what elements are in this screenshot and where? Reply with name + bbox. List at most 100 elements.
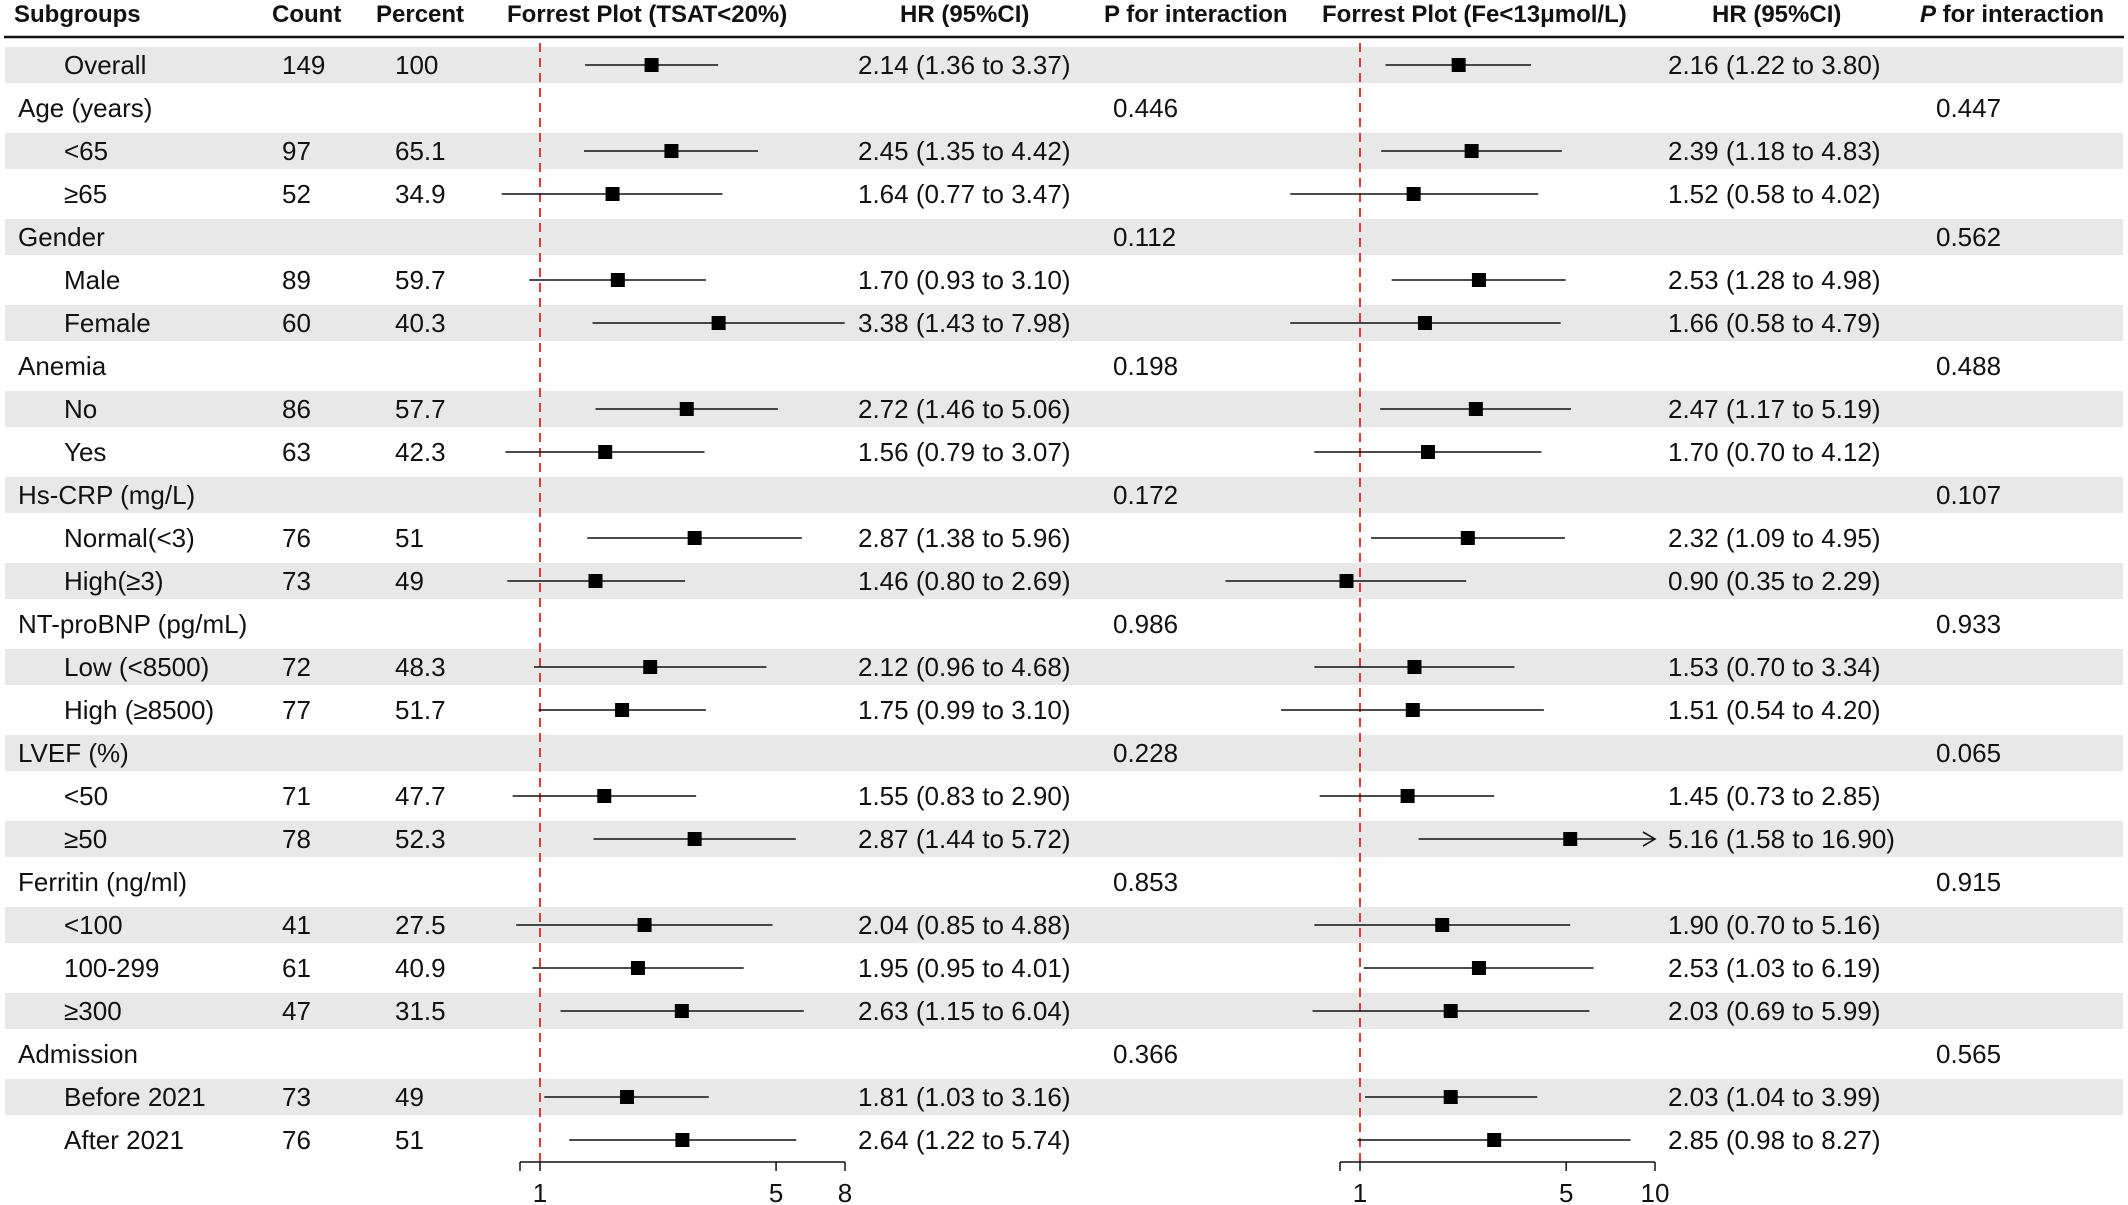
hr-point-fe — [1405, 703, 1420, 717]
p-interaction-tsat-cell: 0.446 — [1113, 93, 1179, 123]
subgroup-label: Female — [64, 308, 151, 338]
hr-tsat-cell: 2.12 (0.96 to 4.68) — [858, 652, 1071, 682]
p-interaction-tsat-cell: 0.366 — [1113, 1039, 1179, 1069]
hr-tsat-cell: 1.81 (1.03 to 3.16) — [858, 1082, 1071, 1112]
group-label: Hs-CRP (mg/L) — [18, 480, 196, 510]
percent-cell: 31.5 — [395, 996, 446, 1026]
hr-fe-cell: 1.53 (0.70 to 3.34) — [1668, 652, 1881, 682]
group-row: Admission 0.366 0.565 — [5, 1036, 2123, 1072]
group-row: LVEF (%) 0.228 0.065 — [5, 735, 2123, 771]
hr-tsat-cell: 1.56 (0.79 to 3.07) — [858, 437, 1071, 467]
hr-fe-cell: 2.16 (1.22 to 3.80) — [1668, 50, 1881, 80]
hr-point-fe — [1471, 961, 1486, 975]
table-row: Before 2021 73 49 1.81 (1.03 to 3.16) 2.03 (… — [5, 1079, 2123, 1115]
ci-arrow-fe — [1642, 831, 1657, 847]
x-tick-label-fe: 1 — [1353, 1178, 1367, 1205]
header-hr-fe: HR (95%CI) — [1712, 1, 1842, 28]
hr-fe-cell: 2.03 (1.04 to 3.99) — [1668, 1082, 1881, 1112]
hr-point-fe — [1400, 789, 1415, 803]
header-subgroups: Subgroups — [14, 1, 141, 28]
hr-point-fe — [1487, 1133, 1502, 1147]
percent-cell: 49 — [395, 566, 424, 596]
group-row: Anemia 0.198 0.488 — [5, 348, 2123, 384]
percent-cell: 65.1 — [395, 136, 446, 166]
hr-point-tsat — [711, 316, 726, 330]
percent-cell: 51 — [395, 1125, 424, 1155]
hr-point-fe — [1435, 918, 1450, 932]
x-tick-label-tsat: 1 — [533, 1178, 547, 1205]
subgroup-label: Low (<8500) — [64, 652, 210, 682]
count-cell: 73 — [282, 566, 311, 596]
subgroup-label: 100-299 — [64, 953, 160, 983]
table-row: ≥50 78 52.3 2.87 (1.44 to 5.72) 5.16 (1.58 t… — [5, 821, 2123, 857]
header-count: Count — [272, 1, 342, 28]
hr-point-fe — [1420, 445, 1435, 459]
hr-fe-cell: 2.85 (0.98 to 8.27) — [1668, 1125, 1881, 1155]
group-row: Ferritin (ng/ml) 0.853 0.915 — [5, 864, 2123, 900]
percent-cell: 51 — [395, 523, 424, 553]
percent-cell: 40.3 — [395, 308, 446, 338]
forest-plot-tsat: 1 5 8 — [501, 43, 852, 1205]
table-row: Overall 149 100 2.14 (1.36 to 3.37) 2.16 (1.… — [5, 47, 2123, 83]
subgroup-label: Male — [64, 265, 121, 295]
hr-tsat-cell: 2.72 (1.46 to 5.06) — [858, 394, 1071, 424]
hr-tsat-cell: 2.64 (1.22 to 5.74) — [858, 1125, 1071, 1155]
p-interaction-fe-cell: 0.915 — [1936, 867, 2002, 897]
hr-point-fe — [1563, 832, 1578, 846]
p-interaction-tsat-cell: 0.228 — [1113, 738, 1179, 768]
group-label: Admission — [18, 1039, 138, 1069]
header-hr-tsat: HR (95%CI) — [900, 1, 1030, 28]
hr-point-tsat — [675, 1133, 690, 1147]
p-interaction-fe-cell: 0.107 — [1936, 480, 2002, 510]
hr-point-tsat — [664, 144, 679, 158]
hr-point-fe — [1451, 58, 1466, 72]
count-cell: 72 — [282, 652, 311, 682]
subgroup-label: Before 2021 — [64, 1082, 206, 1112]
header-percent: Percent — [376, 1, 465, 28]
percent-cell: 52.3 — [395, 824, 446, 854]
p-interaction-fe-cell: 0.562 — [1936, 222, 2002, 252]
hr-point-tsat — [610, 273, 625, 287]
hr-point-fe — [1460, 531, 1475, 545]
table-row: High(≥3) 73 49 1.46 (0.80 to 2.69) 0.90 (0.3… — [5, 563, 2123, 599]
group-label: LVEF (%) — [18, 738, 129, 768]
subgroup-label: ≥65 — [64, 179, 108, 209]
group-label: NT-proBNP (pg/mL) — [18, 609, 248, 639]
x-tick-label-fe: 5 — [1559, 1178, 1573, 1205]
table-row: No 86 57.7 2.72 (1.46 to 5.06) 2.47 (1.17 to… — [5, 391, 2123, 427]
hr-point-tsat — [687, 832, 702, 846]
percent-cell: 42.3 — [395, 437, 446, 467]
hr-point-tsat — [620, 1090, 635, 1104]
hr-point-fe — [1407, 660, 1422, 674]
hr-fe-cell: 2.32 (1.09 to 4.95) — [1668, 523, 1881, 553]
count-cell: 76 — [282, 1125, 311, 1155]
percent-cell: 59.7 — [395, 265, 446, 295]
hr-point-fe — [1468, 402, 1483, 416]
header-p-rest: for interaction — [1936, 1, 2105, 28]
hr-tsat-cell: 2.45 (1.35 to 4.42) — [858, 136, 1071, 166]
hr-point-tsat — [643, 660, 658, 674]
count-cell: 61 — [282, 953, 311, 983]
table-row: Female 60 40.3 3.38 (1.43 to 7.98) 1.66 (0.5… — [5, 305, 2123, 341]
hr-point-tsat — [605, 187, 620, 201]
subgroup-label: <50 — [64, 781, 109, 811]
group-row: NT-proBNP (pg/mL) 0.986 0.933 — [5, 606, 2123, 642]
count-cell: 47 — [282, 996, 311, 1026]
count-cell: 78 — [282, 824, 311, 854]
hr-fe-cell: 2.47 (1.17 to 5.19) — [1668, 394, 1881, 424]
hr-fe-cell: 1.70 (0.70 to 4.12) — [1668, 437, 1881, 467]
table-row: High (≥8500) 77 51.7 1.75 (0.99 to 3.10) 1.5… — [5, 692, 2123, 728]
subgroup-label: ≥50 — [64, 824, 108, 854]
p-interaction-tsat-cell: 0.853 — [1113, 867, 1179, 897]
header-plot-fe: Forrest Plot (Fe<13μmol/L) — [1322, 1, 1627, 28]
table-row: <100 41 27.5 2.04 (0.85 to 4.88) 1.90 (0.70 … — [5, 907, 2123, 943]
p-interaction-tsat-cell: 0.986 — [1113, 609, 1179, 639]
count-cell: 60 — [282, 308, 311, 338]
hr-tsat-cell: 2.87 (1.44 to 5.72) — [858, 824, 1071, 854]
percent-cell: 51.7 — [395, 695, 446, 725]
hr-tsat-cell: 2.04 (0.85 to 4.88) — [858, 910, 1071, 940]
table-row: ≥65 52 34.9 1.64 (0.77 to 3.47) 1.52 (0.58 t… — [5, 176, 2123, 212]
hr-point-tsat — [597, 789, 612, 803]
percent-cell: 34.9 — [395, 179, 446, 209]
